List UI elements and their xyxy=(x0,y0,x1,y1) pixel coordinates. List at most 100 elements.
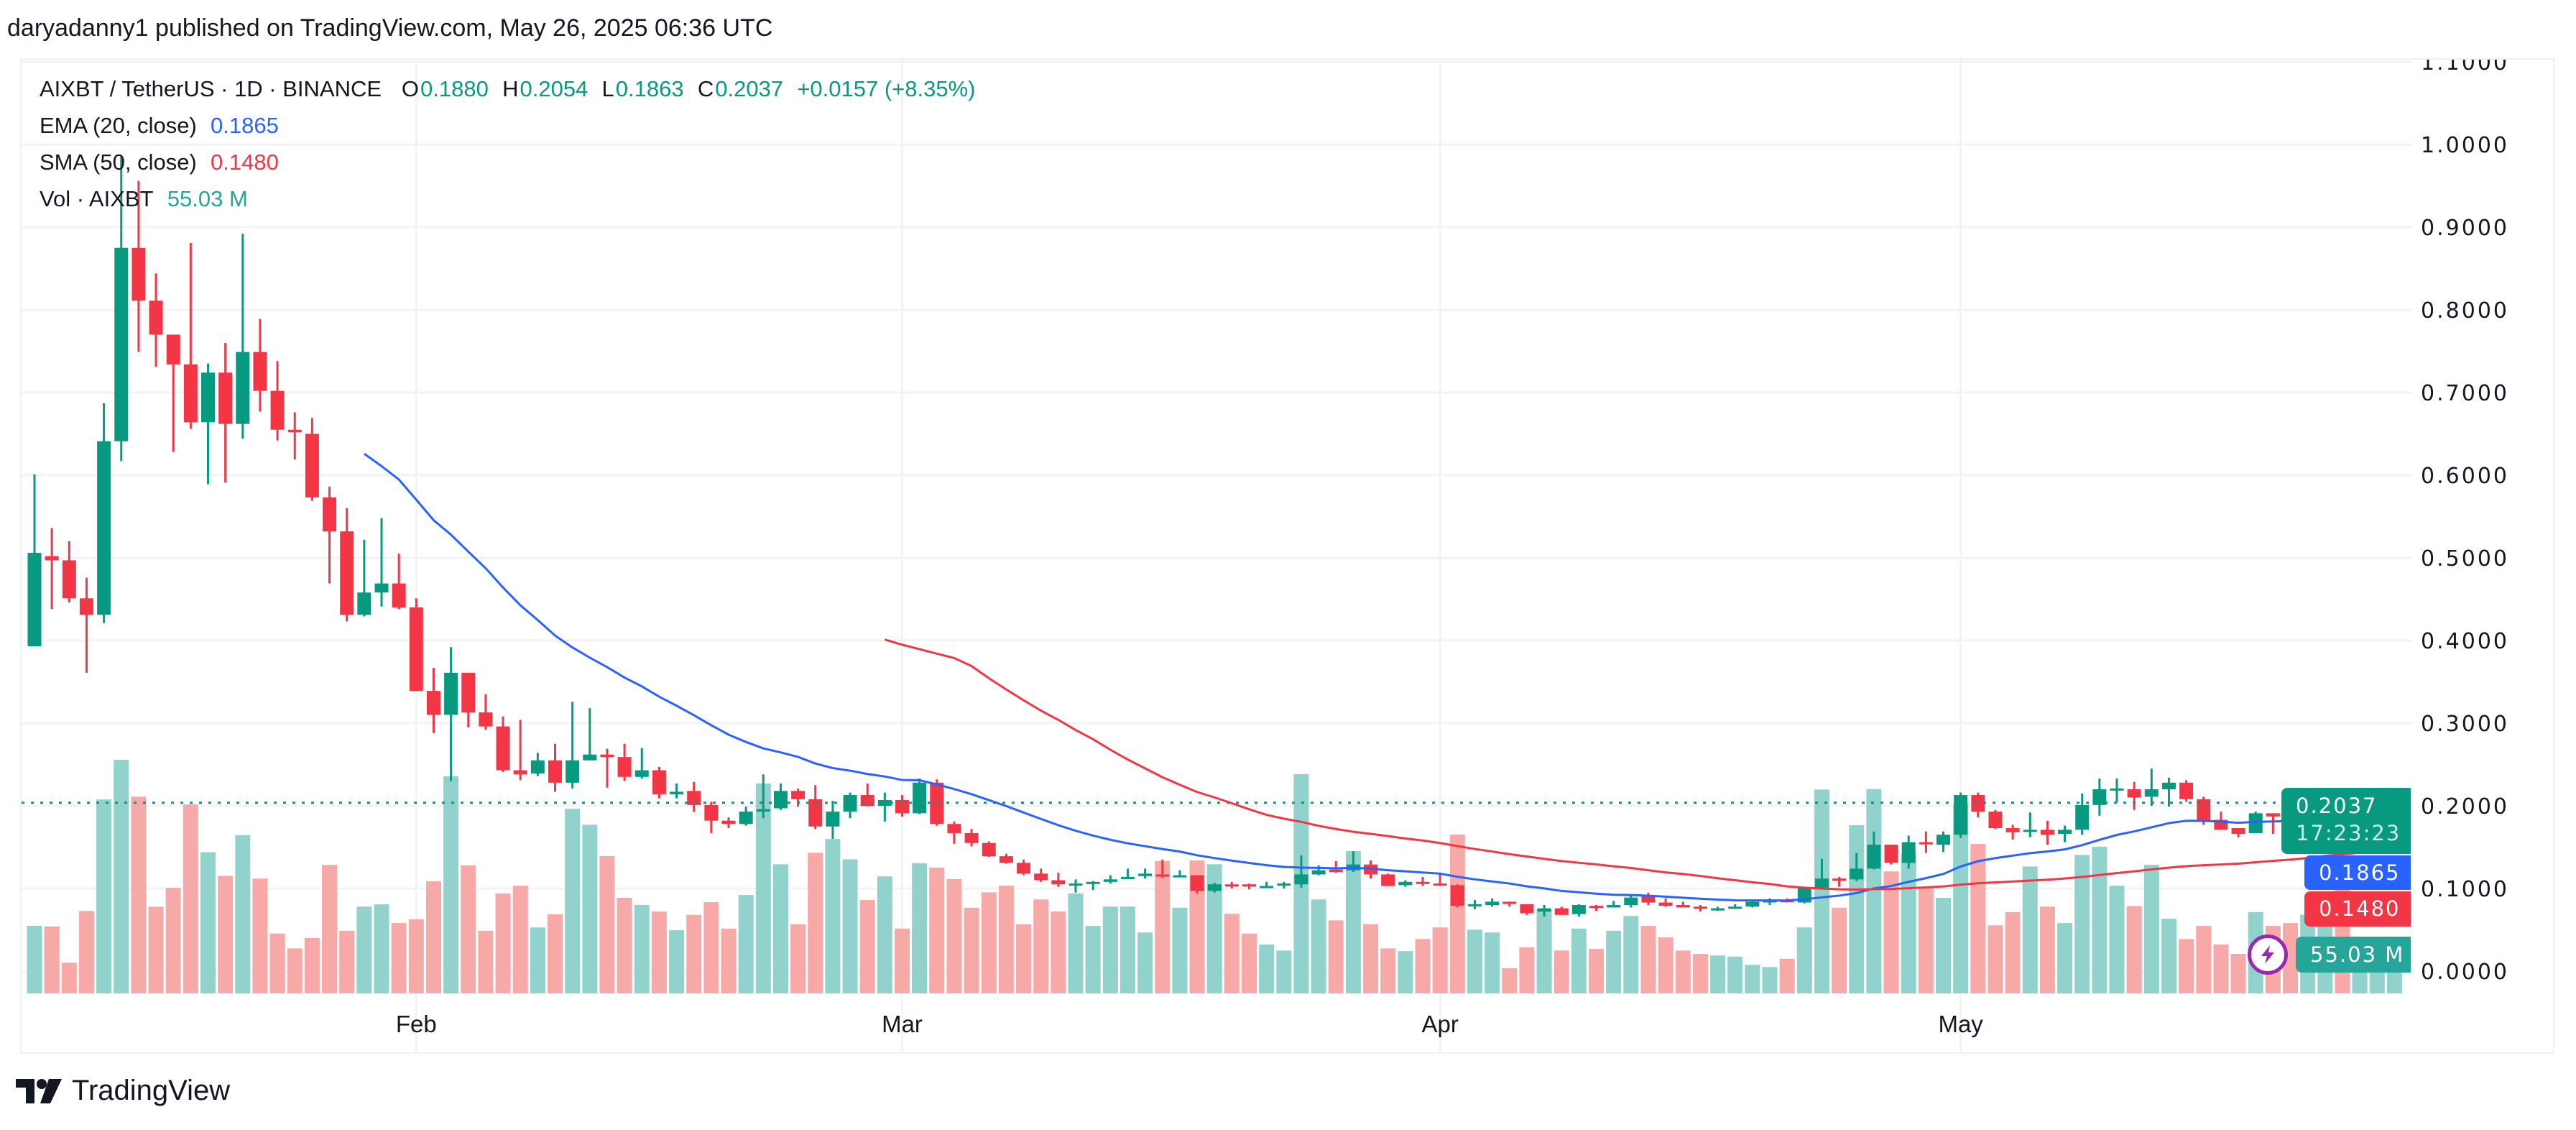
volume-bar xyxy=(183,804,198,993)
volume-bar xyxy=(1345,850,1361,993)
candle-body xyxy=(1728,906,1742,909)
candle-body xyxy=(860,795,874,806)
volume-bar xyxy=(2213,944,2229,993)
volume-bar xyxy=(1102,906,1118,993)
candle-body xyxy=(964,832,979,843)
volume-bar xyxy=(617,897,632,993)
candle-body xyxy=(2179,782,2194,799)
legend-sma-row[interactable]: SMA (50, close) 0.1480 xyxy=(40,150,280,175)
candle-body xyxy=(149,300,163,335)
candle-body xyxy=(236,352,250,424)
candle-body xyxy=(45,556,59,561)
volume-bar xyxy=(842,859,858,993)
candle-body xyxy=(1485,901,1500,905)
legend-ema-row[interactable]: EMA (20, close) 0.1865 xyxy=(40,113,280,139)
candle-body xyxy=(357,592,371,615)
price-tick-label: 0.5000 xyxy=(2421,546,2509,571)
volume-bar xyxy=(114,760,129,993)
volume-bar xyxy=(1640,925,1656,993)
volume-bar xyxy=(1988,925,2003,993)
time-tick-label: Feb xyxy=(396,1011,437,1037)
sma-line xyxy=(884,638,2395,891)
candle-body xyxy=(2144,789,2159,797)
volume-bar xyxy=(1866,789,1882,993)
volume-bar xyxy=(1467,929,1482,993)
volume-bar xyxy=(2196,925,2212,993)
candle-body xyxy=(479,712,493,727)
tradingview-logo[interactable]: TradingView xyxy=(16,1075,230,1107)
candle-body xyxy=(97,441,111,615)
lightning-bolt-icon[interactable] xyxy=(2248,934,2288,975)
volume-bar xyxy=(425,881,441,993)
volume-bar xyxy=(495,893,511,993)
volume-bar xyxy=(1658,937,1674,993)
candle-body xyxy=(1329,869,1343,872)
candle-body xyxy=(2075,804,2090,830)
candle-body xyxy=(739,812,753,824)
volume-bar xyxy=(391,923,407,993)
time-axis[interactable]: Feb Mar Apr May xyxy=(396,1011,1983,1037)
volume-bar xyxy=(322,865,338,993)
volume-bar xyxy=(1883,871,1899,993)
low-label: L xyxy=(601,76,614,101)
price-tick-label: 0.3000 xyxy=(2421,712,2509,737)
price-tick-label: 0.1000 xyxy=(2421,877,2509,902)
volume-bar xyxy=(1796,927,1812,993)
volume-bar xyxy=(1016,924,1032,993)
candle-body xyxy=(877,799,892,806)
volume-bar xyxy=(1085,925,1101,993)
time-tick-label: Mar xyxy=(882,1011,923,1037)
volume-bar xyxy=(1485,932,1500,993)
ema-value: 0.1865 xyxy=(211,113,279,138)
volume-bar xyxy=(634,904,650,993)
volume-bar xyxy=(790,924,806,993)
volume-bar xyxy=(1692,953,1708,993)
candle-body xyxy=(1017,863,1031,874)
candle-body xyxy=(773,791,788,809)
volume-bar xyxy=(686,914,702,993)
candle-body xyxy=(1381,874,1395,886)
candle-body xyxy=(2005,828,2020,832)
logo-text: TradingView xyxy=(72,1075,231,1106)
candle-body xyxy=(2161,782,2176,789)
candle-body xyxy=(2040,830,2054,835)
candle-body xyxy=(1537,908,1551,912)
candle-body xyxy=(1814,878,1829,888)
candle-body xyxy=(1832,878,1847,881)
volume-bar xyxy=(1970,844,1986,993)
candle-body xyxy=(843,795,857,812)
legend-volume-row[interactable]: Vol · AIXBT 55.03 M xyxy=(40,186,249,212)
volume-bar xyxy=(2092,846,2108,993)
candle-body xyxy=(1207,884,1222,891)
volume-bar xyxy=(1398,951,1413,993)
volume-bar xyxy=(1224,914,1239,993)
price-axis[interactable]: 0.0000 0.1000 0.2000 0.3000 0.4000 0.5000 0.60… xyxy=(2421,50,2509,985)
candle-body xyxy=(1242,884,1256,887)
volume-bar xyxy=(478,930,494,993)
candle-body xyxy=(1850,868,1864,880)
volume-bar xyxy=(2126,906,2142,993)
volume-bar xyxy=(2074,855,2090,993)
volume-bar xyxy=(1328,920,1344,993)
volume-bar xyxy=(1449,835,1465,993)
close-value: 0.2037 xyxy=(715,76,784,101)
candle-body xyxy=(1867,845,1881,869)
candle-body xyxy=(1398,881,1413,886)
tradingview-logo-icon xyxy=(16,1078,62,1103)
candle-body xyxy=(1745,901,1760,907)
candle-body xyxy=(930,782,944,824)
volume-bar xyxy=(1155,860,1171,993)
legend-symbol-row[interactable]: AIXBT / TetherUS · 1D · BINANCE O0.1880 … xyxy=(40,76,977,102)
volume-bar xyxy=(825,839,841,993)
volume-bar xyxy=(269,933,285,993)
candle-body xyxy=(895,799,909,814)
candle-body xyxy=(600,754,614,758)
candle-body xyxy=(808,799,823,827)
volume-value: 55.03 M xyxy=(167,186,248,211)
candle-body xyxy=(1051,880,1066,885)
candle-body xyxy=(305,433,319,498)
volume-bar xyxy=(1051,911,1066,993)
open-value: 0.1880 xyxy=(420,76,489,101)
volume-bar xyxy=(1172,907,1188,993)
